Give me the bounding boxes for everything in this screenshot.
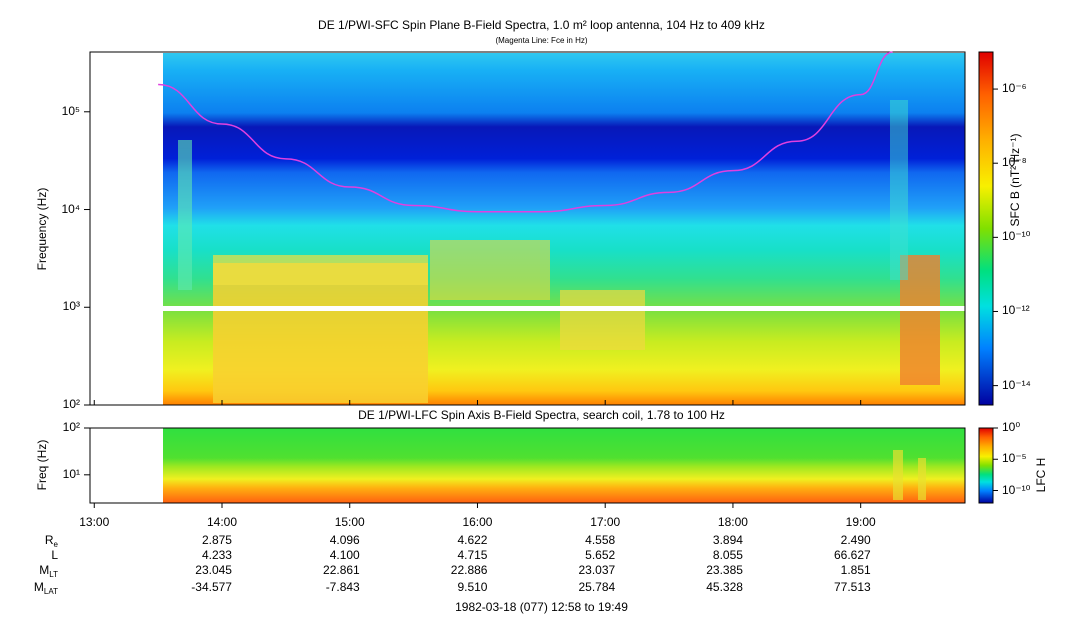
sfc-colorbar-tick-label: 10⁻¹²	[1002, 303, 1030, 318]
ephemeris-value: 4.558	[585, 533, 616, 547]
ephemeris-value: 4.715	[457, 548, 488, 562]
lfc-emission-2	[918, 458, 926, 500]
time-tick-label: 14:00	[206, 515, 237, 529]
time-tick-label: 13:00	[79, 515, 110, 529]
lfc-title: DE 1/PWI-LFC Spin Axis B-Field Spectra, …	[358, 408, 725, 422]
ephemeris-value: 3.894	[712, 533, 743, 547]
ephemeris-value: 23.385	[706, 563, 743, 577]
ephemeris-value: 9.510	[457, 580, 488, 594]
ephemeris-value: 4.096	[329, 533, 360, 547]
lfc-colorbar-tick-label: 10⁻¹⁰	[1002, 482, 1031, 497]
ephemeris-row-label: Re	[44, 533, 58, 549]
ephemeris-value: 22.886	[450, 563, 488, 577]
ephemeris-row-label-subscript: e	[53, 540, 58, 549]
lfc-emission-1	[893, 450, 903, 500]
ephemeris-value: 2.490	[840, 533, 871, 547]
ephemeris-value: 23.037	[578, 563, 616, 577]
sfc-colorbar-tick-label: 10⁻⁸	[1002, 155, 1027, 170]
sfc-y-tick-label: 10³	[62, 299, 80, 314]
time-tick-label: 15:00	[334, 515, 365, 529]
ephemeris-value: 8.055	[712, 548, 743, 562]
lfc-colorbar	[978, 427, 994, 504]
lfc-spectrogram	[163, 428, 965, 503]
sfc-colorbar-tick-label: 10⁻⁶	[1002, 81, 1027, 96]
time-tick-label: 19:00	[845, 515, 876, 529]
ephemeris-row-label-subscript: LT	[49, 570, 58, 579]
ephemeris-value: 77.513	[833, 580, 871, 594]
time-tick-label: 18:00	[717, 515, 748, 529]
ephemeris-value: 66.627	[833, 548, 871, 562]
ephemeris-value: 2.875	[201, 533, 232, 547]
sfc-subtitle: (Magenta Line: Fce in Hz)	[495, 36, 588, 45]
ephemeris-value: 4.233	[201, 548, 232, 562]
sfc-y-tick-label: 10⁴	[61, 201, 80, 216]
time-tick-label: 16:00	[462, 515, 493, 529]
sfc-emission-band-4	[560, 290, 645, 350]
sfc-colorbar-tick-label: 10⁻¹⁴	[1002, 377, 1031, 392]
ephemeris-value: 4.100	[329, 548, 360, 562]
sfc-emission-band-6	[178, 140, 192, 290]
ephemeris-value: 4.622	[457, 533, 488, 547]
sfc-y-tick-label: 10⁵	[61, 103, 80, 118]
ephemeris-value: 23.045	[195, 563, 232, 577]
lfc-y-tick-label: 10¹	[62, 466, 80, 481]
ephemeris-row-label: MLAT	[33, 580, 58, 596]
sfc-emission-band-3	[430, 240, 550, 300]
ephemeris-value: 5.652	[585, 548, 616, 562]
sfc-colorbar	[978, 51, 994, 406]
ephemeris-row-label: L	[51, 548, 58, 562]
ephemeris-value: -34.577	[191, 580, 232, 594]
sfc-y-axis-label: Frequency (Hz)	[35, 187, 49, 271]
sfc-emission-band-7	[890, 100, 908, 280]
time-tick-label: 17:00	[590, 515, 621, 529]
date-range: 1982-03-18 (077) 12:58 to 19:49	[455, 600, 628, 614]
sfc-emission-band-1	[213, 263, 428, 403]
sfc-emission-band-2	[213, 255, 428, 285]
sfc-colorbar-tick-label: 10⁻¹⁰	[1002, 229, 1031, 244]
sfc-title: DE 1/PWI-SFC Spin Plane B-Field Spectra,…	[318, 18, 765, 32]
sfc-frame	[89, 51, 966, 406]
lfc-frame	[89, 427, 966, 504]
ephemeris-row-label: MLT	[39, 563, 58, 579]
fce-line	[158, 51, 893, 213]
lfc-colorbar-tick-label: 10⁻⁵	[1002, 451, 1027, 466]
lfc-colorbar-tick-label: 10⁰	[1002, 420, 1021, 434]
ephemeris-value: 1.851	[840, 563, 871, 577]
sfc-gap-band	[163, 306, 965, 311]
ephemeris-value: 25.784	[578, 580, 616, 594]
ephemeris-row-label-subscript: LAT	[43, 587, 58, 596]
lfc-y-tick-label: 10²	[62, 420, 80, 434]
ephemeris-value: 45.328	[706, 580, 743, 594]
ephemeris-value: 22.861	[323, 563, 360, 577]
ephemeris-value: -7.843	[325, 580, 360, 594]
sfc-y-tick-label: 10²	[62, 397, 80, 411]
